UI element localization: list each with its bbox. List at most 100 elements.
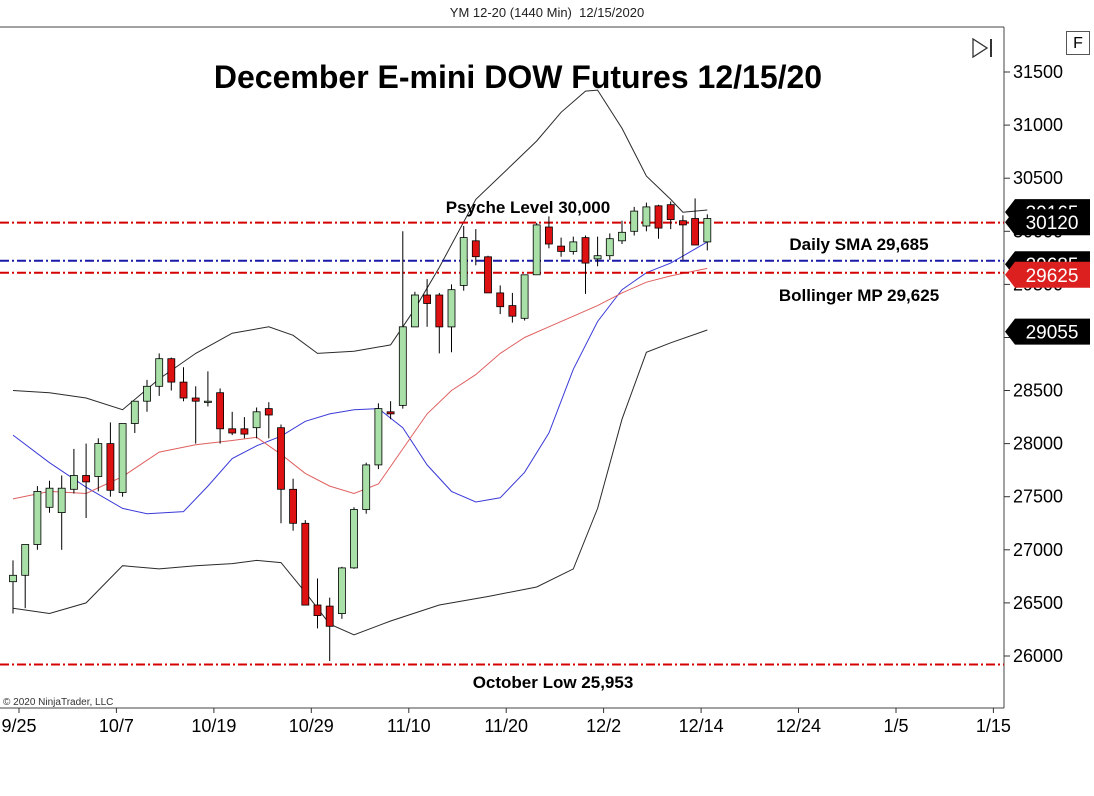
candle-body (216, 392, 225, 430)
candle (484, 255, 492, 294)
y-tick-label: 27500 (1013, 487, 1063, 507)
candle (630, 206, 639, 236)
candle (130, 400, 139, 433)
y-tick-label: 30500 (1013, 168, 1063, 188)
x-tick-label: 9/25 (1, 716, 36, 736)
candle-body (679, 220, 687, 226)
candle (106, 422, 115, 497)
annotation-bollinger-mp: Bollinger MP 29,625 (779, 286, 939, 305)
candle-body (703, 218, 712, 243)
candle (642, 202, 651, 232)
candle (82, 443, 90, 518)
skip-forward-icon-svg (972, 37, 992, 59)
candle (179, 367, 188, 402)
x-tick-label: 11/10 (387, 716, 431, 736)
candle-body (386, 411, 395, 415)
candle (70, 448, 78, 494)
candle (277, 424, 285, 524)
copyright-text: © 2020 NinjaTrader, LLC (3, 697, 113, 708)
y-tick-label: 31500 (1013, 62, 1063, 82)
candle-body (106, 443, 115, 491)
y-tick-label: 31000 (1013, 115, 1063, 135)
candle-body (362, 464, 371, 510)
candle-body (325, 605, 334, 627)
price-axis: 2600026500270002750028000285002900029500… (1004, 62, 1063, 666)
candle (654, 204, 663, 239)
f-button[interactable]: F (1066, 31, 1090, 55)
candle-body (398, 326, 407, 406)
chart-title: December E-mini DOW Futures 12/15/20 (214, 59, 822, 95)
candle-body (618, 231, 626, 242)
chart-header: YM 12-20 (1440 Min) 12/15/2020 (0, 0, 1094, 26)
candle (155, 353, 164, 396)
candle-body (277, 427, 285, 490)
y-tick-label: 27000 (1013, 540, 1063, 560)
candle (410, 291, 419, 328)
candle (386, 401, 395, 420)
candle-body (557, 245, 565, 252)
candle (398, 231, 407, 409)
annotation-october-low: October Low 25,953 (473, 673, 634, 692)
skip-forward-icon[interactable] (970, 36, 996, 60)
x-tick-label: 10/29 (289, 716, 334, 736)
candle (691, 198, 699, 246)
candle-body (21, 544, 30, 576)
candle (581, 235, 590, 294)
indicator-lines (12, 89, 708, 636)
candle-body (191, 397, 200, 402)
x-tick-label: 1/15 (976, 716, 1011, 736)
candle (447, 284, 456, 353)
time-axis: 9/25 10/7 10/19 10/29 11/10 11/20 12/2 12/14 12/… (1, 708, 1011, 736)
candle-body (130, 400, 139, 424)
candle-body (118, 423, 127, 493)
candle-body (508, 305, 517, 317)
candle-body (581, 237, 590, 264)
candle-body (45, 487, 54, 508)
y-tick-label: 26500 (1013, 593, 1063, 613)
candle-body (423, 294, 432, 304)
x-tick-label: 10/19 (191, 716, 236, 736)
sma-line (12, 241, 708, 515)
candle-body (240, 428, 249, 435)
price-tag-shape (1005, 209, 1090, 236)
candle-body (459, 237, 468, 286)
candle-body (57, 487, 66, 514)
candle (508, 292, 517, 323)
candle (167, 357, 176, 391)
candle (94, 438, 103, 492)
candle-body (337, 567, 346, 615)
candle (605, 233, 614, 260)
price-tag-shape (1005, 261, 1090, 288)
candle (520, 274, 529, 321)
candles (9, 198, 712, 661)
candle (545, 216, 553, 249)
candle-body (82, 475, 90, 483)
bollinger-midpoint-line (12, 267, 708, 500)
candle (289, 478, 298, 531)
candle-body (9, 574, 17, 583)
x-tick-label: 12/2 (586, 716, 621, 736)
price-tag: 30120 (1005, 209, 1090, 236)
candle (557, 237, 565, 257)
candle (618, 220, 626, 244)
candle-body (143, 385, 151, 402)
candle-body (569, 241, 578, 252)
candle (228, 411, 237, 436)
candle (459, 226, 468, 291)
candle (45, 480, 54, 513)
candle (569, 236, 578, 255)
candle-body (350, 509, 358, 569)
candle (666, 201, 675, 230)
candle (325, 597, 334, 661)
price-tag-label: 29055 (1026, 323, 1079, 344)
header-date: 12/15/2020 (579, 5, 645, 20)
candle (532, 222, 541, 276)
candle-body (666, 204, 675, 220)
candle (9, 560, 17, 614)
bollinger-lower-line (12, 329, 708, 636)
price-tag-label: 29625 (1026, 266, 1079, 287)
candle-body (545, 226, 553, 245)
instrument-label: YM 12-20 (1440 Min) (449, 5, 572, 20)
x-tick-label: 12/14 (679, 716, 724, 736)
price-tag: 29625 (1005, 261, 1090, 288)
